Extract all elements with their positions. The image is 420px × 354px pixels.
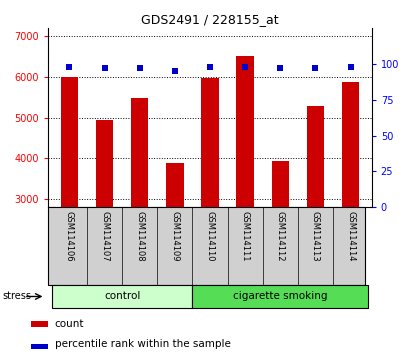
Text: count: count — [55, 319, 84, 329]
Bar — [131, 98, 149, 207]
Text: control: control — [104, 291, 140, 302]
Point — [66, 64, 73, 70]
Point — [136, 65, 143, 71]
Point — [312, 65, 319, 71]
Text: GSM114110: GSM114110 — [205, 211, 215, 262]
Text: percentile rank within the sample: percentile rank within the sample — [55, 339, 231, 349]
Bar — [166, 163, 184, 207]
Text: cigarette smoking: cigarette smoking — [233, 291, 328, 302]
Bar — [201, 78, 219, 207]
Point — [242, 64, 249, 70]
Bar — [307, 105, 324, 207]
Point — [207, 64, 213, 70]
Bar — [342, 82, 360, 207]
Bar — [52, 285, 192, 308]
Bar — [192, 285, 368, 308]
Text: GSM114114: GSM114114 — [346, 211, 355, 262]
Point — [277, 65, 284, 71]
Bar — [271, 161, 289, 207]
Bar — [60, 77, 78, 207]
Bar — [236, 56, 254, 207]
Text: GSM114106: GSM114106 — [65, 211, 74, 262]
Bar — [31, 321, 48, 327]
Point — [171, 68, 178, 74]
Text: GSM114109: GSM114109 — [171, 211, 179, 262]
Text: stress: stress — [2, 291, 31, 302]
Text: GSM114113: GSM114113 — [311, 211, 320, 262]
Point — [347, 64, 354, 70]
Title: GDS2491 / 228155_at: GDS2491 / 228155_at — [141, 13, 279, 26]
Text: GSM114111: GSM114111 — [241, 211, 249, 262]
Bar — [96, 120, 113, 207]
Text: GSM114112: GSM114112 — [276, 211, 285, 262]
Point — [101, 65, 108, 71]
Bar — [31, 343, 48, 349]
Text: GSM114108: GSM114108 — [135, 211, 144, 262]
Text: GSM114107: GSM114107 — [100, 211, 109, 262]
